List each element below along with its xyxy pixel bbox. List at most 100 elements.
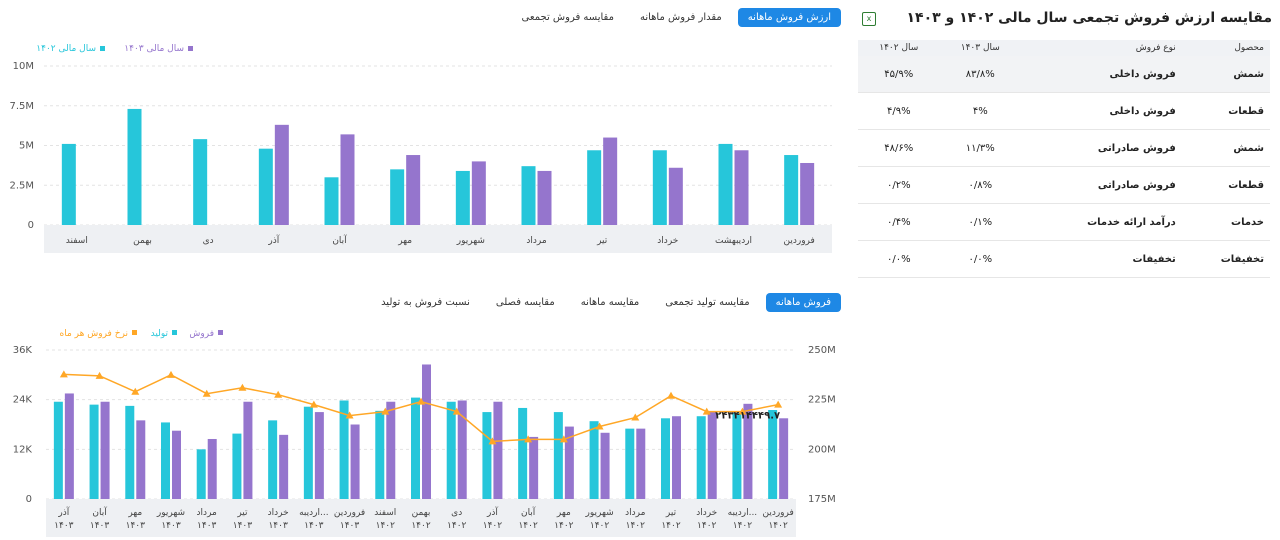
cell-1402: ۰/۲% bbox=[858, 166, 940, 204]
legend-label: نرخ فروش هر ماه bbox=[60, 329, 128, 339]
bar-sales bbox=[386, 401, 396, 499]
rate-point bbox=[345, 411, 354, 419]
x-tick-year: ۱۴۰۳ bbox=[233, 521, 253, 531]
bar-1402 bbox=[784, 155, 799, 225]
tab-monthly-comparison[interactable]: مقایسه ماهانه bbox=[580, 297, 640, 308]
bar-production bbox=[411, 397, 420, 499]
rate-annotation: ۲۴۳۴۱۴۴۴۹.۷ bbox=[715, 411, 780, 422]
cell-1403: ۴% bbox=[939, 92, 1022, 130]
cell-sale-type: فروش صادراتی bbox=[1021, 129, 1182, 167]
legend-label: سال مالی ۱۴۰۲ bbox=[36, 44, 96, 54]
rate-point bbox=[95, 371, 104, 379]
bar-1402 bbox=[258, 148, 273, 225]
tab-monthly-sales-quantity[interactable]: مقدار فروش ماهانه bbox=[639, 12, 722, 23]
bar-production bbox=[125, 405, 135, 499]
bar-production bbox=[232, 433, 242, 499]
x-tick-label: تیر bbox=[236, 508, 248, 518]
bar-sales bbox=[243, 401, 253, 499]
bar-production bbox=[482, 412, 492, 499]
x-tick-label: دی bbox=[203, 236, 214, 246]
legend-label: تولید bbox=[151, 329, 169, 339]
bar-sales bbox=[422, 364, 431, 499]
tab-sales-production-ratio[interactable]: نسبت فروش به تولید bbox=[381, 297, 470, 308]
bar-1403 bbox=[603, 137, 618, 225]
y-right-tick-label: 200M bbox=[808, 444, 836, 455]
cell-product: قطعات bbox=[1181, 92, 1270, 130]
cell-product: شمش bbox=[1181, 129, 1270, 167]
rate-point bbox=[417, 397, 425, 405]
x-tick-year: ۱۴۰۳ bbox=[268, 521, 288, 531]
x-tick-year: ۱۴۰۲ bbox=[733, 521, 753, 531]
x-tick-year: ۱۴۰۲ bbox=[447, 521, 467, 531]
cell-product: خدمات bbox=[1181, 203, 1270, 241]
y-left-tick-label: 36K bbox=[13, 345, 33, 356]
bar-production bbox=[661, 418, 670, 499]
cell-1402: ۴۵/۹% bbox=[858, 56, 940, 93]
tab-seasonal-comparison[interactable]: مقایسه فصلی bbox=[495, 297, 555, 308]
table-row[interactable]: تخفیفات تخفیفات ۰/۰% ۰/۰% bbox=[858, 240, 1270, 278]
monthly-sales-production-chart: 0 12K 24K 36K 175M 200M 225M 250M فروش تولید نرخ ف… bbox=[13, 329, 836, 537]
bar-1403 bbox=[471, 161, 486, 225]
legend-label: سال مالی ۱۴۰۳ bbox=[124, 44, 184, 54]
cell-1403: ۰/۱% bbox=[939, 203, 1022, 241]
x-tick-label: شهریور bbox=[456, 236, 485, 246]
x-tick-label: تیر bbox=[665, 508, 677, 518]
bar-production bbox=[446, 401, 456, 499]
bar-1402 bbox=[652, 150, 667, 225]
y-left-tick-label: 24K bbox=[13, 395, 33, 406]
x-tick-label: مرداد bbox=[526, 236, 546, 246]
bar-production bbox=[625, 428, 635, 499]
bar-sales bbox=[314, 412, 324, 499]
bar-sales bbox=[529, 436, 539, 499]
bar-1402 bbox=[521, 166, 536, 225]
x-tick-label: شهریور bbox=[584, 508, 613, 518]
table-row[interactable]: شمش فروش داخلی ۸۳/۸% ۴۵/۹% bbox=[858, 56, 1270, 93]
x-tick-year: ۱۴۰۲ bbox=[626, 521, 646, 531]
table-row[interactable]: شمش فروش صادراتی ۱۱/۳% ۴۸/۶% bbox=[858, 129, 1270, 167]
table-row[interactable]: خدمات درآمد ارائه خدمات ۰/۱% ۰/۴% bbox=[858, 203, 1270, 241]
tab-cumulative-production[interactable]: مقایسه تولید تجمعی bbox=[665, 297, 750, 308]
x-tick-year: ۱۴۰۳ bbox=[197, 521, 217, 531]
x-tick-label: خرداد bbox=[268, 508, 289, 518]
bar-sales bbox=[279, 434, 289, 499]
bar-1403 bbox=[406, 155, 421, 225]
tab-cumulative-sales[interactable]: مقایسه فروش تجمعی bbox=[521, 12, 614, 23]
table-header-row: محصول نوع فروش سال ۱۴۰۳ سال ۱۴۰۲ bbox=[858, 40, 1270, 56]
bar-sales bbox=[172, 430, 181, 499]
rate-point bbox=[131, 387, 140, 395]
tab-monthly-sales[interactable]: فروش ماهانه bbox=[765, 293, 841, 312]
bar-sales bbox=[457, 400, 467, 499]
bar-1402 bbox=[455, 170, 470, 225]
legend-marker bbox=[218, 330, 223, 335]
bar-production bbox=[553, 412, 563, 499]
x-tick-label: مرداد bbox=[197, 508, 217, 518]
x-tick-year: ۱۴۰۲ bbox=[661, 521, 681, 531]
bar-sales bbox=[743, 403, 753, 499]
tab-monthly-sales-value[interactable]: ارزش فروش ماهانه bbox=[737, 8, 841, 27]
cumulative-comparison-panel: مقایسه ارزش فروش تجمعی سال مالی ۱۴۰۲ و ۱… bbox=[856, 0, 1280, 290]
monthly-sales-value-chart: 0 2.5M 5M 7.5M 10M سال مالی ۱۴۰۳ سال مالی ۱۴۰۲… bbox=[9, 44, 832, 253]
rate-point bbox=[524, 435, 533, 443]
y-tick-label: 7.5M bbox=[9, 101, 34, 112]
bar-sales bbox=[636, 428, 646, 499]
bar-sales bbox=[600, 432, 610, 499]
legend-marker bbox=[188, 46, 193, 51]
x-tick-label: بهمن bbox=[412, 508, 431, 518]
x-tick-year: ۱۴۰۳ bbox=[161, 521, 181, 531]
bar-1402 bbox=[61, 143, 76, 225]
table-row[interactable]: قطعات فروش صادراتی ۰/۸% ۰/۲% bbox=[858, 166, 1270, 204]
cell-sale-type: فروش داخلی bbox=[1021, 56, 1182, 93]
bar-production bbox=[518, 407, 528, 499]
table-row[interactable]: قطعات فروش داخلی ۴% ۴/۹% bbox=[858, 92, 1270, 130]
y-left-tick-label: 0 bbox=[26, 494, 32, 505]
excel-icon[interactable]: x bbox=[862, 12, 876, 26]
x-tick-label: آذر bbox=[57, 506, 69, 518]
rate-point bbox=[667, 391, 675, 399]
rate-line bbox=[63, 373, 779, 443]
bar-1402 bbox=[193, 139, 208, 225]
rate-point bbox=[381, 407, 390, 415]
bar-production bbox=[589, 421, 599, 499]
bar-production bbox=[89, 404, 99, 499]
top-tabs: ارزش فروش ماهانه مقدار فروش ماهانه مقایس… bbox=[522, 8, 841, 27]
cell-1403: ۰/۸% bbox=[939, 166, 1022, 204]
